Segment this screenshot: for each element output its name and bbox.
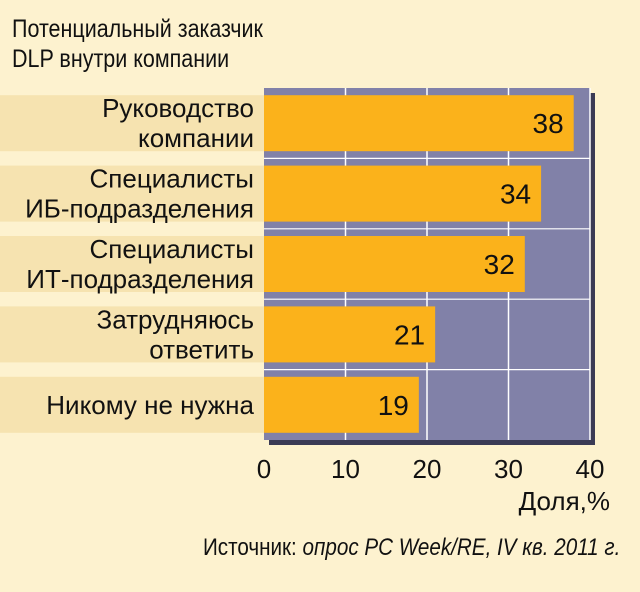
source-note: Источник: опрос PC Week/RE, IV кв. 2011 … xyxy=(203,534,620,562)
bar xyxy=(264,95,574,152)
category-label: Специалисты xyxy=(90,164,254,194)
data-label: 32 xyxy=(484,249,515,280)
category-label: ИТ-подразделения xyxy=(26,264,254,294)
data-label: 34 xyxy=(500,179,531,210)
category-label: Никому не нужна xyxy=(46,390,254,420)
category-label: Руководство xyxy=(102,93,254,123)
row-band xyxy=(0,236,264,292)
chart-title: Потенциальный заказчик DLP внутри компан… xyxy=(12,14,263,74)
row-band xyxy=(0,376,264,433)
category-label: ИБ-подразделения xyxy=(25,194,254,224)
data-label: 19 xyxy=(378,390,409,421)
source-prefix: Источник: xyxy=(202,534,303,561)
x-axis-label: Доля,% xyxy=(519,486,610,516)
bar xyxy=(264,165,542,222)
row-band xyxy=(0,165,264,222)
data-label: 21 xyxy=(394,319,425,350)
x-tick-label: 40 xyxy=(576,454,605,484)
row-band xyxy=(0,95,264,152)
bar-chart: 38Руководствокомпании34СпециалистыИБ-под… xyxy=(0,88,610,516)
x-tick-label: 10 xyxy=(331,454,360,484)
category-label: Специалисты xyxy=(90,234,254,264)
x-tick-label: 30 xyxy=(494,454,523,484)
bar xyxy=(264,306,436,363)
chart-title-line-2: DLP внутри компании xyxy=(12,45,230,73)
row-band xyxy=(0,306,264,363)
category-label: ответить xyxy=(149,334,254,364)
data-label: 38 xyxy=(533,108,564,139)
category-label: компании xyxy=(138,123,254,153)
x-tick-label: 20 xyxy=(413,454,442,484)
bar xyxy=(264,236,525,292)
bar xyxy=(264,376,419,433)
chart-title-line-1: Потенциальный заказчик xyxy=(12,15,263,43)
x-tick-label: 0 xyxy=(257,454,271,484)
category-label: Затрудняюсь xyxy=(97,304,254,334)
source-text: опрос PC Week/RE, IV кв. 2011 г. xyxy=(302,534,620,561)
